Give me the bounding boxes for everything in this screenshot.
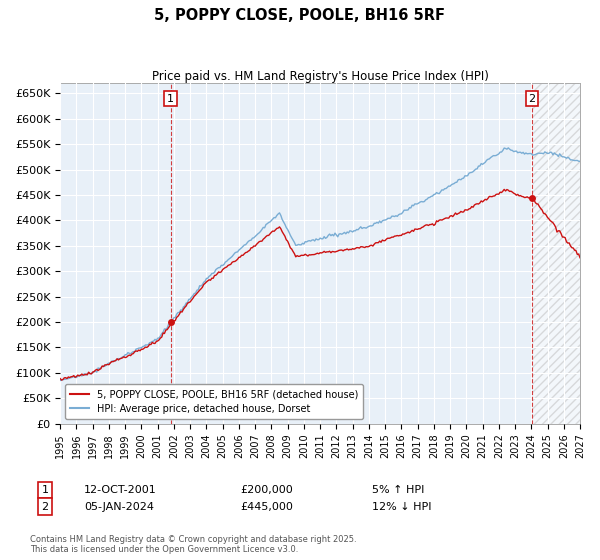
Title: Price paid vs. HM Land Registry's House Price Index (HPI): Price paid vs. HM Land Registry's House …	[152, 70, 488, 83]
Text: £445,000: £445,000	[240, 502, 293, 512]
Text: 1: 1	[41, 485, 49, 495]
Text: 12% ↓ HPI: 12% ↓ HPI	[372, 502, 431, 512]
Bar	[533, 83, 580, 423]
Text: Contains HM Land Registry data © Crown copyright and database right 2025.
This d: Contains HM Land Registry data © Crown c…	[30, 535, 356, 554]
Text: 12-OCT-2001: 12-OCT-2001	[84, 485, 157, 495]
Text: 5, POPPY CLOSE, POOLE, BH16 5RF: 5, POPPY CLOSE, POOLE, BH16 5RF	[155, 8, 445, 24]
Text: 1: 1	[167, 94, 174, 104]
Text: 2: 2	[41, 502, 49, 512]
Text: 05-JAN-2024: 05-JAN-2024	[84, 502, 154, 512]
Text: 5% ↑ HPI: 5% ↑ HPI	[372, 485, 424, 495]
Text: 2: 2	[529, 94, 535, 104]
Text: £200,000: £200,000	[240, 485, 293, 495]
Bar	[533, 83, 580, 423]
Legend: 5, POPPY CLOSE, POOLE, BH16 5RF (detached house), HPI: Average price, detached h: 5, POPPY CLOSE, POOLE, BH16 5RF (detache…	[65, 384, 364, 419]
